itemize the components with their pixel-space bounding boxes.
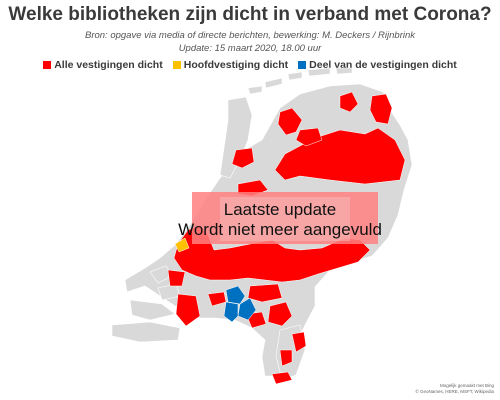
legend-label: Alle vestigingen dicht <box>54 59 163 71</box>
map-title: Welke bibliotheken zijn dicht in verband… <box>8 4 492 25</box>
credit-line1: Mogelijk gemaakt met Bing <box>439 383 494 388</box>
legend-item-main-closed: Hoofdvestiging dicht <box>172 59 289 71</box>
legend-label: Hoofdvestiging dicht <box>183 59 289 71</box>
update-line: Update: 15 maart 2020, 18.00 uur <box>178 43 322 54</box>
source-line: Bron: opgave via media of directe berich… <box>84 30 415 41</box>
legend-swatch-blue <box>298 61 307 69</box>
legend-swatch-red <box>43 61 52 69</box>
credit-line2: © GeoNames, HERE, MSFT, Wikipedia <box>415 389 494 394</box>
legend-item-all-closed: Alle vestigingen dicht <box>43 59 163 71</box>
all-closed-regions <box>167 91 406 385</box>
overlay-line1: Laatste update <box>223 200 337 219</box>
overlay-line2: Wordt niet meer aangevuld <box>178 220 382 239</box>
main-closed-regions <box>174 237 190 253</box>
overlay-box <box>220 197 350 241</box>
partly-closed-regions <box>223 285 257 323</box>
legend-swatch-yellow <box>172 61 181 69</box>
